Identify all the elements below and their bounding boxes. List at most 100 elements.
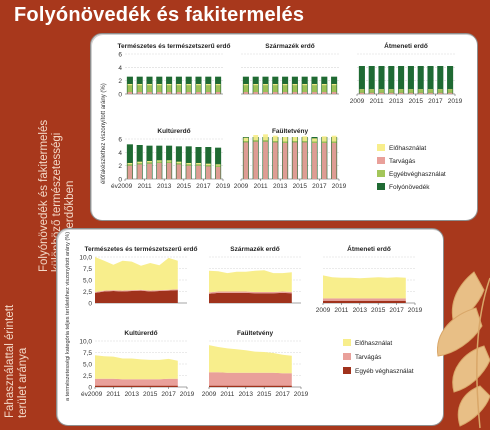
bar-tarvagas bbox=[127, 92, 133, 94]
bar-elohasznalat bbox=[137, 161, 143, 163]
panel-title: Átmeneti erdő bbox=[347, 244, 391, 253]
bar-elohasznalat bbox=[272, 84, 278, 86]
bar-tarvagas bbox=[243, 142, 249, 179]
x-tick-label: 2019 bbox=[408, 307, 423, 314]
bar-elohasznalat bbox=[398, 89, 404, 90]
page-title: Folyónövedék és fakitermelés bbox=[14, 4, 305, 26]
bar-tarvagas bbox=[263, 92, 268, 94]
bar-elohasznalat bbox=[321, 84, 327, 86]
bar-egyeb bbox=[205, 85, 211, 92]
bar-elohasznalat bbox=[186, 163, 192, 165]
bar-tarvagas bbox=[137, 92, 143, 94]
bar-egyeb bbox=[398, 90, 404, 93]
area-chart: 0 2,5 5,0 7,5 10,0 Természetes és természetsz… bbox=[65, 232, 423, 401]
leaf-icon bbox=[437, 271, 490, 427]
bar-egyeb bbox=[282, 141, 288, 143]
bar-elohasznalat bbox=[331, 84, 337, 86]
bar-egyeb bbox=[408, 90, 414, 93]
bar-elohasznalat bbox=[282, 84, 288, 86]
bar-egyeb bbox=[253, 85, 259, 92]
bar-tarvagas bbox=[263, 141, 268, 179]
bar-egyeb bbox=[166, 85, 172, 92]
bar-egyeb bbox=[302, 85, 308, 92]
bar-elohasznalat bbox=[196, 163, 201, 165]
bar-elohasznalat bbox=[312, 138, 317, 142]
x-tick-label: 2017 bbox=[428, 98, 443, 105]
bar-tarvagas bbox=[398, 92, 404, 94]
y-tick-label: 7,5 bbox=[83, 266, 92, 273]
bar-egyeb bbox=[156, 85, 162, 92]
bar-folyonovedek bbox=[378, 66, 385, 94]
bar-elohasznalat bbox=[156, 160, 162, 162]
bar-egyeb bbox=[156, 161, 162, 163]
bar-egyeb bbox=[176, 85, 182, 92]
x-tick-label: 2011 bbox=[370, 98, 384, 105]
x-tick-label: 2011 bbox=[334, 307, 348, 314]
area-elohasznalat bbox=[323, 275, 406, 299]
y-tick-label: 2,5 bbox=[83, 289, 92, 296]
bar-elohasznalat bbox=[205, 84, 211, 86]
plot-0: 0 2,5 5,0 7,5 10,0 Természetes és természetsz… bbox=[79, 246, 197, 308]
panel-title: Faültetvény bbox=[272, 128, 309, 135]
area-egyeb bbox=[323, 300, 406, 303]
bar-egyeb bbox=[359, 90, 365, 93]
chart-panel-area: 0 2,5 5,0 7,5 10,0 Természetes és természetsz… bbox=[56, 228, 444, 426]
bar-folyonovedek bbox=[447, 66, 454, 94]
side-label-bottom-line: Fahasználattal érintett bbox=[4, 304, 16, 418]
y-tick-label: 5,0 bbox=[83, 278, 92, 285]
bar-tarvagas bbox=[418, 92, 424, 94]
bar-egyeb bbox=[243, 85, 249, 92]
bar-egyeb bbox=[215, 165, 221, 167]
bar-egyeb bbox=[243, 141, 249, 143]
legend-label: Előhasználat bbox=[389, 145, 426, 152]
x-tick-label: 2017 bbox=[196, 183, 211, 190]
area-elohasznalat bbox=[95, 257, 178, 292]
plot-2: Átmeneti erdő 2009 2011 2013 2015 2017 2019 bbox=[316, 244, 423, 314]
bar-elohasznalat bbox=[127, 163, 133, 165]
area-tarvagas bbox=[95, 378, 178, 386]
bar-egyeb bbox=[272, 141, 278, 143]
bar-tarvagas bbox=[156, 92, 162, 94]
x-tick-label: 2019 bbox=[180, 391, 195, 398]
x-tick-label: 2015 bbox=[143, 391, 158, 398]
x-prefix-label: év bbox=[81, 391, 89, 398]
bar-folyonovedek bbox=[398, 66, 405, 94]
x-tick-label: 2013 bbox=[389, 98, 404, 105]
bar-egyeb bbox=[292, 85, 298, 92]
plot-3: 0 2 4 6 Kultúrerdő 2009 2011 2013 2015 2017 2019 év bbox=[111, 128, 231, 190]
y-tick-label: 0 bbox=[88, 385, 92, 392]
bar-elohasznalat bbox=[263, 134, 268, 141]
panel-title: Kultúrerdő bbox=[157, 128, 190, 135]
bar-tarvagas bbox=[127, 165, 133, 179]
x-tick-label: 2015 bbox=[293, 183, 308, 190]
bar-egyeb bbox=[312, 141, 317, 143]
y-tick-label: 10,0 bbox=[79, 339, 92, 346]
bar-egyeb bbox=[253, 140, 259, 142]
bar-elohasznalat bbox=[215, 84, 221, 86]
panel-title: Faültetvény bbox=[237, 330, 274, 337]
bar-elohasznalat bbox=[428, 89, 433, 90]
bar-tarvagas bbox=[196, 165, 201, 179]
bar-egyeb bbox=[388, 90, 394, 93]
bar-egyeb bbox=[205, 165, 211, 167]
plot-4: Faültetvény 2009 2011 2013 2015 2017 2019 bbox=[202, 330, 309, 398]
bar-tarvagas bbox=[186, 165, 192, 179]
bar-tarvagas bbox=[447, 92, 453, 94]
x-tick-label: 2017 bbox=[275, 391, 290, 398]
area-elohasznalat bbox=[209, 270, 292, 293]
y-tick-label: 2,5 bbox=[83, 373, 92, 380]
x-tick-label: 2013 bbox=[353, 307, 368, 314]
bar-tarvagas bbox=[147, 92, 152, 94]
bar-elohasznalat bbox=[166, 84, 172, 86]
bar-elohasznalat bbox=[253, 84, 259, 86]
bar-egyeb bbox=[302, 141, 308, 143]
legend-label: Folyónövedék bbox=[389, 184, 430, 191]
bar-folyonovedek bbox=[407, 66, 414, 94]
bar-tarvagas bbox=[282, 92, 288, 94]
bar-egyeb bbox=[147, 85, 152, 92]
bar-egyeb bbox=[196, 164, 201, 166]
bar-elohasznalat bbox=[388, 89, 394, 90]
legend-swatch bbox=[377, 170, 385, 177]
bar-elohasznalat bbox=[302, 136, 308, 141]
x-tick-label: 2019 bbox=[332, 183, 347, 190]
